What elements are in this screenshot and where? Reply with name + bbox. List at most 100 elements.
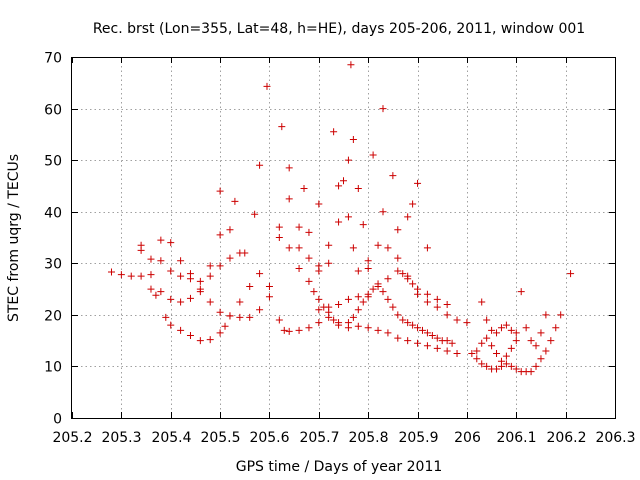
data-point <box>285 244 293 252</box>
y-tick-label: 0 <box>53 412 62 428</box>
data-point <box>542 311 550 319</box>
data-point <box>107 268 115 276</box>
data-point <box>404 337 412 345</box>
data-point <box>300 185 308 193</box>
data-point <box>493 365 501 373</box>
data-point <box>246 313 254 321</box>
data-point <box>404 275 412 283</box>
data-point <box>216 308 224 316</box>
data-point <box>414 285 422 293</box>
data-point <box>147 271 155 279</box>
data-point <box>389 303 397 311</box>
y-tick-label: 70 <box>44 51 62 67</box>
data-point <box>478 360 486 368</box>
data-point <box>315 200 323 208</box>
data-point <box>344 295 352 303</box>
x-tick-label: 206 <box>454 430 481 446</box>
data-point <box>206 298 214 306</box>
data-point <box>335 319 343 327</box>
x-tick-label: 206.2 <box>546 430 586 446</box>
data-point <box>349 136 357 144</box>
data-point <box>117 271 125 279</box>
data-point <box>423 298 431 306</box>
data-point <box>374 326 382 334</box>
y-tick-label: 20 <box>44 309 62 325</box>
data-point <box>295 223 303 231</box>
data-point <box>186 294 194 302</box>
data-point <box>532 362 540 370</box>
data-point <box>502 360 510 368</box>
data-point <box>542 347 550 355</box>
data-point <box>468 350 476 358</box>
x-tick-label: 206.1 <box>496 430 536 446</box>
data-point <box>295 264 303 272</box>
data-point <box>394 226 402 234</box>
data-point <box>522 324 530 332</box>
data-point <box>280 326 288 334</box>
data-point <box>186 331 194 339</box>
data-point <box>157 236 165 244</box>
x-tick-label: 205.6 <box>249 430 289 446</box>
data-point <box>423 342 431 350</box>
data-point <box>537 329 545 337</box>
data-point <box>478 298 486 306</box>
data-point <box>256 270 264 278</box>
data-point <box>246 282 254 290</box>
data-point <box>517 288 525 296</box>
data-point <box>483 316 491 324</box>
data-point <box>226 254 234 262</box>
data-point <box>359 221 367 229</box>
data-point <box>147 255 155 263</box>
data-point <box>369 151 377 159</box>
data-point <box>453 316 461 324</box>
data-point <box>231 197 239 205</box>
data-point <box>305 254 313 262</box>
data-point <box>414 339 422 347</box>
x-tick-label: 205.2 <box>52 430 92 446</box>
data-point <box>497 324 505 332</box>
data-point <box>364 324 372 332</box>
data-point <box>275 316 283 324</box>
data-point <box>483 334 491 342</box>
data-point <box>330 128 338 136</box>
data-point <box>196 337 204 345</box>
data-point <box>285 327 293 335</box>
data-point <box>443 311 451 319</box>
data-point <box>285 164 293 172</box>
data-point <box>404 319 412 327</box>
data-point <box>364 257 372 265</box>
data-point <box>473 355 481 363</box>
data-point <box>502 321 510 329</box>
data-point <box>177 326 185 334</box>
y-tick-label: 40 <box>44 206 62 222</box>
y-tick-label: 30 <box>44 257 62 273</box>
data-point <box>349 244 357 252</box>
data-point <box>497 357 505 365</box>
grid-lines <box>72 57 615 418</box>
data-point <box>315 295 323 303</box>
data-point <box>547 337 555 345</box>
data-point <box>428 331 436 339</box>
data-point <box>394 311 402 319</box>
data-point <box>483 362 491 370</box>
data-point <box>325 303 333 311</box>
chart-title: Rec. brst (Lon=355, Lat=48, h=HE), days … <box>93 21 585 37</box>
x-tick-label: 205.7 <box>299 430 339 446</box>
data-point <box>364 264 372 272</box>
data-point <box>216 231 224 239</box>
data-point <box>384 329 392 337</box>
data-point <box>369 285 377 293</box>
data-point <box>157 288 165 296</box>
data-point <box>399 316 407 324</box>
data-point <box>216 187 224 195</box>
data-point <box>162 313 170 321</box>
data-point <box>423 290 431 298</box>
data-point <box>196 285 204 293</box>
data-point <box>527 368 535 376</box>
data-point <box>167 267 175 275</box>
data-point <box>394 254 402 262</box>
x-tick-label: 205.4 <box>151 430 191 446</box>
data-point <box>305 277 313 285</box>
data-point <box>527 337 535 345</box>
